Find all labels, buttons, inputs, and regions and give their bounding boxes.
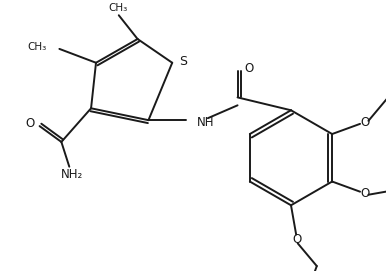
Text: NH₂: NH₂: [61, 168, 83, 181]
Text: O: O: [360, 187, 369, 200]
Text: CH₃: CH₃: [108, 3, 127, 13]
Text: S: S: [179, 55, 187, 68]
Text: O: O: [360, 116, 369, 129]
Text: O: O: [25, 117, 35, 130]
Text: O: O: [293, 233, 301, 246]
Text: CH₃: CH₃: [27, 42, 47, 52]
Text: NH: NH: [197, 116, 215, 129]
Text: O: O: [244, 62, 254, 75]
